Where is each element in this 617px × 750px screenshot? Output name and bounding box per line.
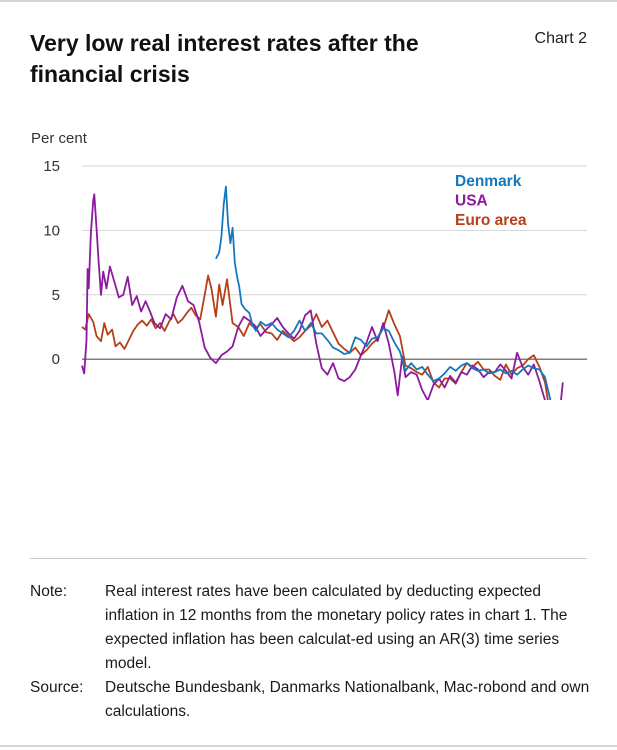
legend-item-euro-area: Euro area [455, 212, 527, 229]
notes-block: Note: Real interest rates have been calc… [30, 580, 590, 724]
source-label: Source: [30, 679, 84, 696]
note-row: Note: Real interest rates have been calc… [30, 580, 590, 676]
y-tick-label: 0 [52, 351, 60, 368]
legend-item-denmark: Denmark [455, 173, 522, 190]
gridlines [82, 165, 587, 360]
y-axis-unit-label: Per cent [31, 130, 88, 147]
notes-divider [30, 558, 587, 559]
chart-number: Chart 2 [534, 30, 587, 47]
chart-title: Very low real interest rates after the f… [30, 30, 419, 87]
y-tick-label: 10 [43, 222, 60, 239]
series-lines [81, 185, 564, 400]
y-tick-label: 15 [43, 158, 60, 175]
series-line-euro-area [81, 274, 549, 400]
legend: Denmark USA Euro area [455, 173, 527, 229]
bottom-rule [0, 745, 617, 747]
y-tick-label: 5 [52, 287, 60, 304]
note-label: Note: [30, 583, 68, 600]
source-row: Source: Deutsche Bundesbank, Danmarks Na… [30, 676, 590, 724]
series-line-usa [81, 193, 564, 400]
source-text: Deutsche Bundesbank, Danmarks Nationalba… [105, 679, 590, 720]
note-text: Real interest rates have been calculated… [105, 583, 568, 672]
legend-item-usa: USA [455, 193, 488, 210]
top-rule [0, 0, 617, 2]
series-line-denmark [215, 185, 552, 400]
